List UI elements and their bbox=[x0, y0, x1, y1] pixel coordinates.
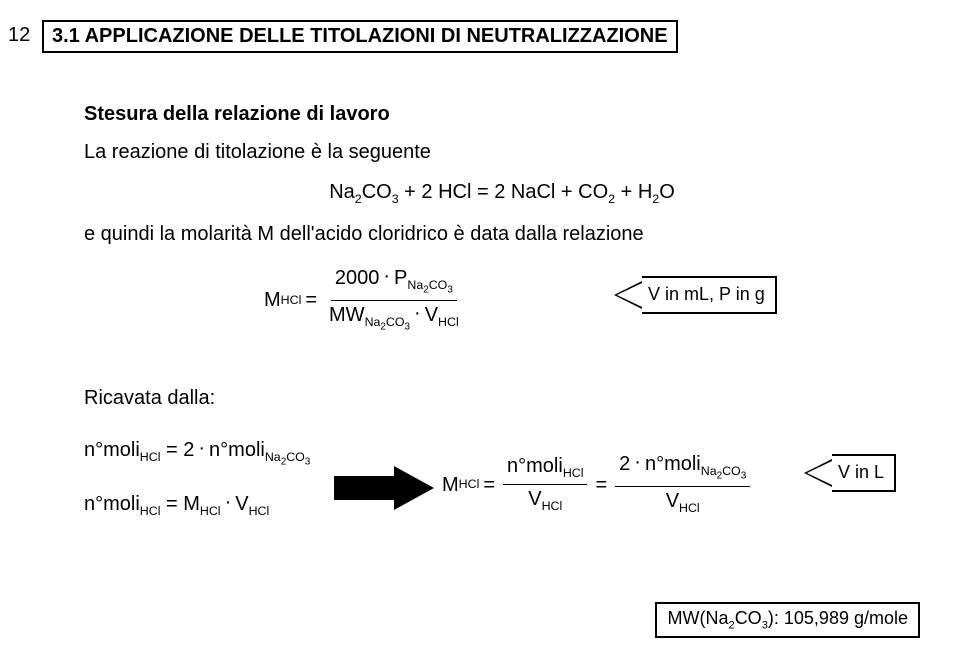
main-fraction: 2000·PNa2CO3 MWNa2CO3·VHCl bbox=[325, 264, 463, 336]
main-formula: MHCl = 2000·PNa2CO3 MWNa2CO3·VHCl bbox=[264, 264, 467, 336]
eq-row-2: n°moliHCl = MHCl·VHCl bbox=[84, 490, 310, 520]
left-equations: n°moliHCl = 2·n°moliNa2CO3 n°moliHCl = M… bbox=[84, 436, 310, 540]
section-title-box: 3.1 APPLICAZIONE DELLE TITOLAZIONI DI NE… bbox=[42, 20, 678, 53]
page-number: 12 bbox=[8, 24, 30, 47]
right-fraction-1: n°moliHCl VHCl bbox=[503, 452, 587, 518]
intro-line-2: e quindi la molarità M dell'acido clorid… bbox=[84, 220, 920, 248]
right-formula: MHCl = n°moliHCl VHCl = 2·n°moliNa2CO3 V… bbox=[442, 450, 754, 519]
intro-line-1: La reazione di titolazione è la seguente bbox=[84, 138, 920, 166]
callout-text-1: V in mL, P in g bbox=[642, 276, 777, 313]
arrow-left-icon bbox=[614, 281, 642, 309]
implies-arrow-icon bbox=[334, 466, 434, 510]
reaction-equation: Na2CO3 + 2 HCl = 2 NaCl + CO2 + H2O bbox=[84, 178, 920, 208]
right-fraction-2: 2·n°moliNa2CO3 VHCl bbox=[615, 450, 750, 519]
reaction-text: Na2CO3 + 2 HCl = 2 NaCl + CO2 + H2O bbox=[329, 181, 675, 203]
mw-note-box: MW(Na2CO3): 105,989 g/mole bbox=[655, 602, 920, 638]
body-content: Stesura della relazione di lavoro La rea… bbox=[84, 100, 920, 576]
eq-row-1: n°moliHCl = 2·n°moliNa2CO3 bbox=[84, 436, 310, 469]
callout-units-1: V in mL, P in g bbox=[614, 276, 777, 313]
arrow-left-icon bbox=[804, 459, 832, 487]
callout-text-2: V in L bbox=[832, 454, 896, 491]
callout-units-2: V in L bbox=[804, 454, 896, 491]
main-formula-row: MHCl = 2000·PNa2CO3 MWNa2CO3·VHCl V in m… bbox=[84, 264, 920, 344]
derivation-zone: n°moliHCl = 2·n°moliNa2CO3 n°moliHCl = M… bbox=[84, 436, 920, 576]
subheading: Stesura della relazione di lavoro bbox=[84, 100, 920, 128]
ricavata-label: Ricavata dalla: bbox=[84, 384, 920, 412]
